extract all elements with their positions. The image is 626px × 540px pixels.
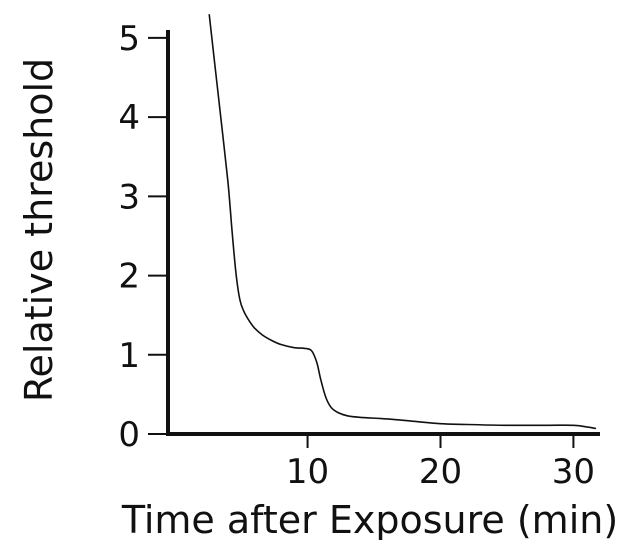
x-tick-label: 20 <box>419 452 462 492</box>
axes <box>166 30 600 436</box>
x-tick-label: 30 <box>552 452 595 492</box>
y-tick-label: 1 <box>118 336 140 376</box>
x-axis-title: Time after Exposure (min) <box>121 498 618 540</box>
y-tick-label: 5 <box>118 19 140 59</box>
y-tick-label: 0 <box>118 415 140 455</box>
series-line <box>208 14 597 430</box>
x-tick-label: 10 <box>286 452 329 492</box>
y-tick-label: 4 <box>118 98 140 138</box>
y-axis-title: Relative threshold <box>17 58 61 402</box>
y-tick-label: 2 <box>118 257 140 297</box>
ticks: 0 1 2 3 4 5 10 20 30 <box>118 19 595 492</box>
y-tick-label: 3 <box>118 177 140 217</box>
series-group <box>208 14 597 430</box>
